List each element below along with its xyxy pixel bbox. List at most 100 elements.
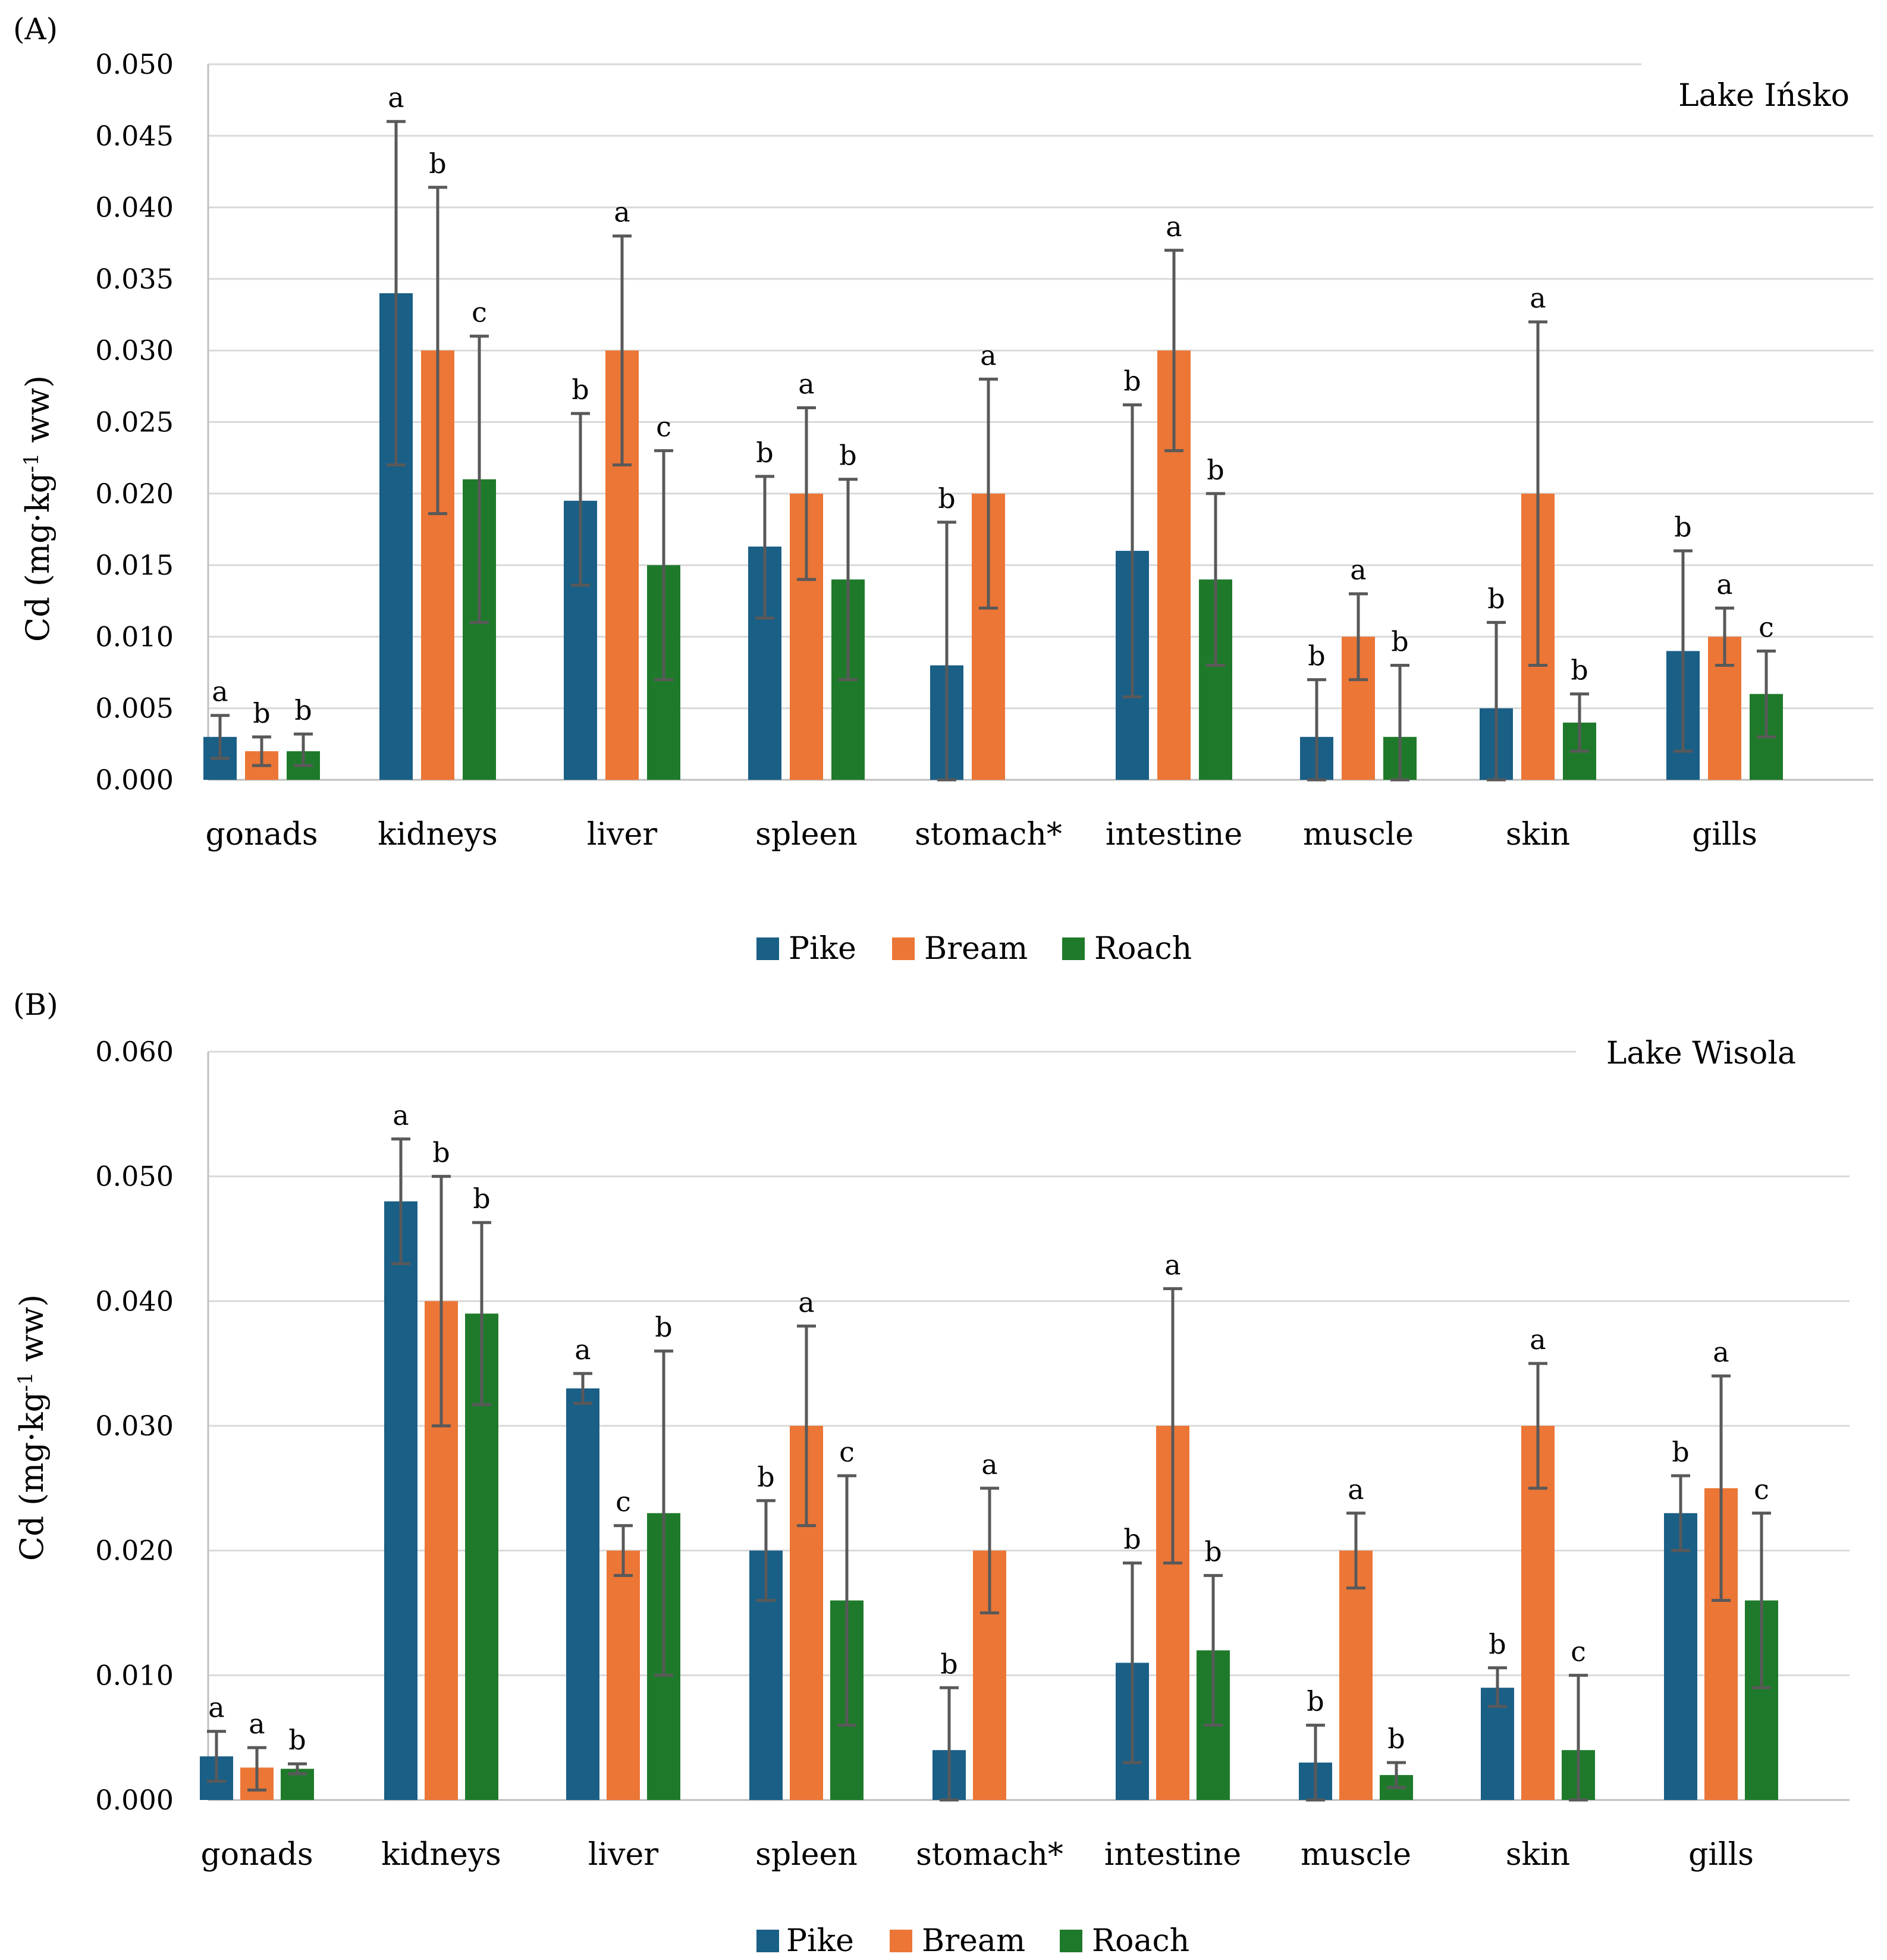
significance-letter: b (1123, 1523, 1141, 1556)
legend-label-roach: Roach (1094, 931, 1192, 967)
y-axis-title-end: ww) (13, 1294, 51, 1372)
significance-letter: b (1123, 365, 1141, 397)
category-label: intestine (1104, 1837, 1241, 1873)
y-axis-title-end: ww) (19, 375, 56, 453)
legend-bottom: Pike Bream Roach (756, 1923, 1189, 1959)
bar-pike (384, 1201, 417, 1800)
y-tick-label: 0.000 (95, 764, 174, 796)
significance-letter: c (839, 1436, 855, 1468)
category-label: spleen (755, 1837, 858, 1873)
significance-letter: b (294, 694, 312, 726)
panel-label: (B) (13, 987, 58, 1022)
lake-label: Lake Wisola (1606, 1036, 1796, 1071)
significance-letter: a (980, 339, 996, 371)
legend-label-bream: Bream (924, 931, 1028, 967)
category-label: gonads (205, 817, 318, 852)
category-label: gills (1688, 1837, 1754, 1873)
significance-letter: b (1674, 511, 1691, 543)
significance-letter: a (1164, 1249, 1180, 1281)
category-label: muscle (1301, 1837, 1411, 1873)
category-label: liver (588, 1837, 658, 1873)
legend-swatch-roach (1062, 937, 1085, 960)
y-tick-label: 0.015 (95, 549, 174, 581)
significance-letter: a (1713, 1336, 1729, 1368)
significance-letter: b (473, 1183, 490, 1215)
y-tick-label: 0.005 (95, 692, 174, 725)
category-label: skin (1506, 1837, 1570, 1873)
y-axis-title-sup: -1 (14, 1372, 37, 1392)
significance-letter: a (1716, 568, 1732, 600)
category-label: liver (587, 817, 657, 852)
y-tick-label: 0.025 (95, 406, 174, 438)
panel-b: (B) Lake Wisola Cd (mg·kg-1 ww) 0.000 0.0… (13, 987, 1850, 1873)
legend-label-roach: Roach (1092, 1923, 1189, 1959)
legend-top: Pike Bream Roach (756, 931, 1192, 967)
significance-letter: b (432, 1137, 450, 1169)
significance-letter: b (1571, 654, 1588, 686)
significance-letter: c (616, 1486, 631, 1518)
panel-label: (A) (13, 12, 58, 46)
significance-letter: b (1387, 1723, 1405, 1755)
significance-letter: a (208, 1692, 224, 1724)
significance-letter: a (388, 81, 404, 114)
significance-letter: c (472, 296, 487, 328)
bar-bream (607, 1550, 640, 1800)
legend-swatch-roach (1060, 1930, 1082, 1952)
significance-letter: b (288, 1724, 306, 1756)
y-tick-label: 0.030 (95, 1410, 174, 1442)
y-axis-title-main: Cd (mg·kg (19, 473, 56, 642)
significance-letter: b (756, 437, 773, 469)
y-axis-title: Cd (mg·kg-1 ww) (13, 1294, 51, 1561)
y-tick-label: 0.010 (95, 1659, 174, 1691)
bar-bream (1339, 1550, 1373, 1800)
category-label: spleen (755, 817, 858, 852)
y-axis-title: Cd (mg·kg-1 ww) (19, 375, 56, 642)
category-label: stomach* (916, 1837, 1063, 1873)
significance-letter: a (393, 1099, 409, 1131)
significance-letter: b (1308, 640, 1325, 672)
significance-letter: a (249, 1708, 265, 1740)
panel-a: (A) Lake Ińsko Cd (mg·kg-1 ww) 0.000 0.00… (13, 12, 1873, 852)
significance-letter: a (574, 1334, 591, 1366)
y-tick-label: 0.040 (95, 192, 174, 224)
y-tick-label: 0.020 (95, 1535, 174, 1567)
y-tick-label: 0.045 (95, 120, 174, 152)
significance-letter: b (572, 374, 589, 406)
significance-letter: b (940, 1648, 957, 1680)
significance-letter: a (1530, 282, 1546, 314)
significance-letter: a (798, 1286, 814, 1318)
significance-letter: c (1759, 611, 1774, 643)
y-axis-title-sup: -1 (20, 453, 43, 473)
significance-letter: a (1348, 1473, 1364, 1506)
y-axis-title-main: Cd (mg·kg (13, 1392, 51, 1561)
significance-letter: b (429, 148, 446, 180)
legend-label-pike: Pike (789, 931, 856, 967)
significance-letter: b (1207, 454, 1224, 486)
category-label: kidneys (381, 1837, 501, 1873)
category-label: intestine (1106, 817, 1242, 852)
y-tick-label: 0.030 (95, 334, 174, 366)
significance-letter: a (614, 196, 630, 228)
y-tick-label: 0.020 (95, 478, 174, 510)
y-tick-label: 0.010 (95, 620, 174, 653)
significance-letter: b (938, 482, 955, 515)
significance-letter: b (253, 697, 270, 729)
y-tick-label: 0.050 (95, 1161, 174, 1193)
significance-letter: b (839, 440, 856, 472)
y-tick-label: 0.000 (95, 1784, 174, 1816)
bar-pike (1664, 1513, 1697, 1800)
y-tick-label: 0.060 (95, 1036, 174, 1068)
y-tick-label: 0.050 (95, 48, 174, 80)
category-label: kidneys (378, 817, 498, 852)
significance-letter: c (1571, 1635, 1586, 1667)
significance-letter: a (1166, 211, 1182, 243)
significance-letter: b (1307, 1685, 1324, 1717)
lake-label: Lake Ińsko (1678, 78, 1850, 114)
significance-letter: b (1204, 1536, 1222, 1568)
significance-letter: b (1489, 1628, 1506, 1660)
significance-letter: a (1530, 1324, 1546, 1356)
category-label: gonads (200, 1837, 313, 1873)
significance-letter: b (1672, 1436, 1689, 1468)
legend-label-bream: Bream (922, 1923, 1025, 1959)
